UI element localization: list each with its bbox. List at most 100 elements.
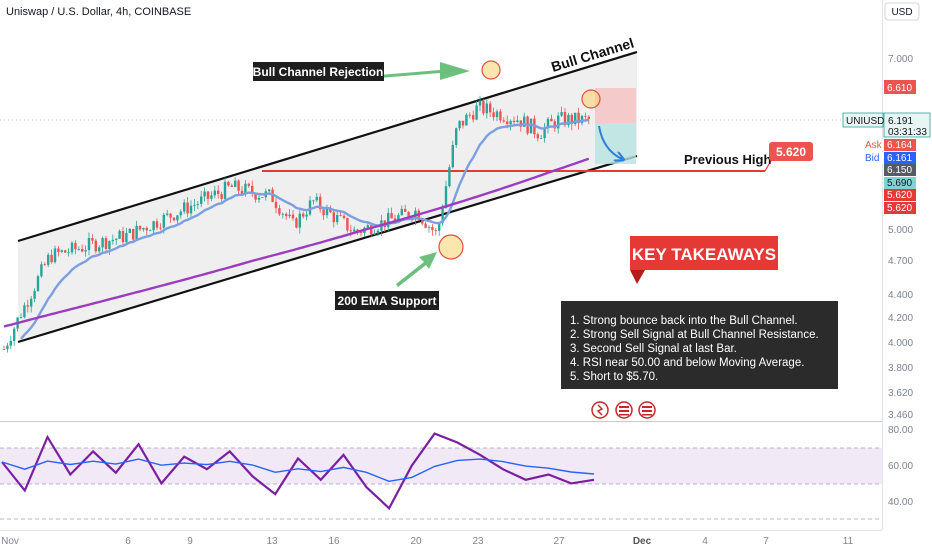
price-axis[interactable]: 7.000 5.000 4.700 4.400 4.200 4.000 3.80… bbox=[888, 54, 913, 421]
previous-high-value-tag: 5.620 bbox=[769, 142, 813, 161]
candle-body bbox=[325, 207, 329, 216]
level-badge: 6.150 bbox=[887, 165, 912, 176]
candle-body bbox=[353, 229, 356, 232]
time-tick: 4 bbox=[702, 536, 708, 547]
candle-body bbox=[298, 213, 301, 228]
candle-body bbox=[257, 197, 261, 200]
candle-body bbox=[332, 212, 335, 223]
candle-body bbox=[421, 220, 424, 224]
candle-body bbox=[94, 240, 97, 252]
candle-body bbox=[342, 215, 346, 218]
takeaway-item: 4. RSI near 50.00 and below Moving Avera… bbox=[570, 357, 804, 369]
bid-badge: 6.161 bbox=[887, 153, 912, 164]
candle-body bbox=[247, 183, 250, 186]
candle-body bbox=[50, 254, 53, 263]
candle-body bbox=[230, 185, 233, 187]
candle-body bbox=[519, 120, 522, 127]
candle-body bbox=[288, 214, 291, 217]
candle-body bbox=[2, 349, 6, 350]
time-tick: 9 bbox=[187, 536, 193, 547]
candle-body bbox=[485, 103, 488, 114]
candle-body bbox=[322, 209, 325, 216]
candle-body bbox=[390, 212, 393, 219]
price-badges: 6.610 UNIUSD 6.191 03:31:33 Ask 6.164 Bi… bbox=[842, 80, 931, 214]
candle-body bbox=[33, 290, 36, 299]
candle-body bbox=[183, 202, 186, 212]
candle-body bbox=[47, 254, 50, 265]
ema-support-arrow bbox=[396, 252, 437, 287]
ask-badge: 6.164 bbox=[887, 140, 912, 151]
candle-body bbox=[458, 120, 461, 129]
candle-body bbox=[125, 232, 128, 243]
candle-body bbox=[220, 194, 223, 199]
candle-body bbox=[240, 190, 244, 195]
candle-body bbox=[169, 213, 172, 218]
candle-body bbox=[400, 208, 403, 216]
candle-body bbox=[152, 221, 155, 231]
level-badge: 5.620 bbox=[887, 190, 912, 201]
candle-body bbox=[101, 238, 104, 248]
price-tick: 4.000 bbox=[888, 338, 913, 349]
time-tick: 23 bbox=[472, 536, 484, 547]
takeaway-item: 2. Strong Sell Signal at Bull Channel Re… bbox=[570, 329, 819, 341]
candle-body bbox=[176, 215, 179, 221]
candle-body bbox=[36, 276, 40, 291]
candle-body bbox=[67, 252, 70, 254]
time-tick: 20 bbox=[410, 536, 422, 547]
candle-body bbox=[587, 116, 590, 119]
candle-body bbox=[149, 230, 152, 232]
last-bar-circle bbox=[581, 89, 601, 109]
candle-body bbox=[404, 208, 407, 212]
candle-body bbox=[393, 218, 397, 222]
candle-body bbox=[308, 200, 312, 215]
candle-body bbox=[193, 204, 196, 206]
rsi-axis[interactable]: 80.00 60.00 40.00 bbox=[888, 425, 913, 508]
takeaway-item: 3. Second Sell Signal at last Bar. bbox=[570, 343, 737, 355]
candle-body bbox=[159, 227, 162, 229]
candle-body bbox=[13, 328, 16, 341]
currency-selector[interactable]: USD bbox=[884, 2, 920, 21]
candle-body bbox=[366, 225, 369, 228]
previous-high-label: Previous High bbox=[684, 152, 771, 167]
candle-body bbox=[244, 183, 247, 195]
candle-body bbox=[210, 195, 213, 199]
candle-body bbox=[407, 211, 410, 218]
candle-body bbox=[6, 345, 9, 350]
rejection-label: Bull Channel Rejection bbox=[253, 62, 384, 81]
candle-body bbox=[319, 196, 322, 210]
candle-body bbox=[336, 215, 339, 223]
candle-body bbox=[434, 230, 437, 231]
candle-body bbox=[128, 228, 131, 233]
candle-body bbox=[118, 230, 121, 239]
rejection-arrow bbox=[380, 62, 470, 80]
price-tick: 4.700 bbox=[888, 256, 913, 267]
candle-body bbox=[285, 213, 288, 217]
candle-body bbox=[74, 242, 77, 250]
candle-body bbox=[111, 239, 114, 242]
candle-body bbox=[57, 248, 60, 252]
candle-body bbox=[339, 215, 342, 216]
candle-body bbox=[359, 231, 363, 234]
time-tick: 11 bbox=[843, 536, 854, 547]
candle-body bbox=[53, 248, 57, 263]
candle-body bbox=[291, 214, 295, 219]
candle-body bbox=[43, 264, 46, 266]
candle-body bbox=[536, 134, 539, 139]
candle-body bbox=[509, 120, 512, 125]
candle-body bbox=[444, 186, 448, 209]
candle-body bbox=[499, 111, 502, 121]
candle-body bbox=[213, 190, 216, 196]
candle-body bbox=[560, 112, 563, 116]
candle-body bbox=[70, 242, 74, 253]
candle-body bbox=[155, 221, 159, 228]
key-takeaways-banner: KEY TAKEAWAYS bbox=[630, 236, 778, 284]
time-axis[interactable]: Nov 6 9 13 16 20 23 27 Dec 4 7 11 bbox=[1, 536, 854, 547]
time-tick: Nov bbox=[1, 536, 19, 547]
candle-body bbox=[189, 205, 193, 214]
candle-body bbox=[492, 112, 495, 118]
candle-body bbox=[281, 213, 284, 215]
event-icons[interactable] bbox=[591, 401, 656, 419]
candle-body bbox=[81, 248, 84, 252]
candle-body bbox=[91, 237, 94, 241]
candle-body bbox=[19, 317, 23, 319]
